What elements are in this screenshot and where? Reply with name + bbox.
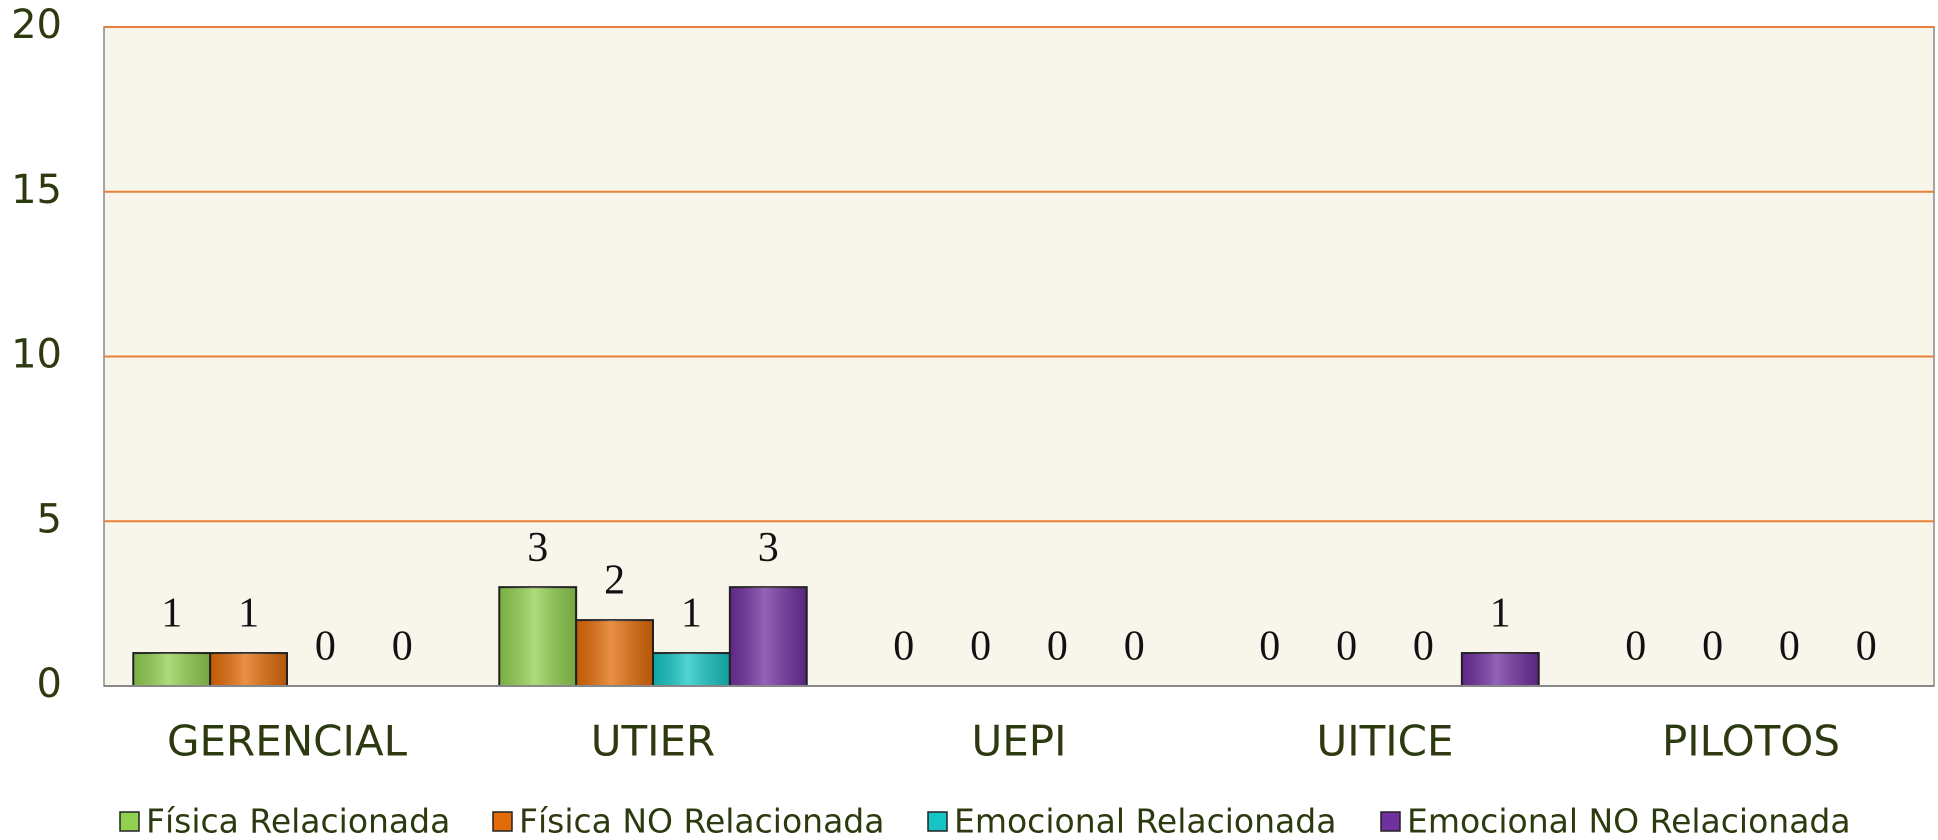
legend-swatch [119,811,140,832]
data-label: 0 [1856,624,1877,670]
data-label: 0 [1413,624,1434,670]
legend-swatch [492,811,513,832]
x-tick-label: GERENCIAL [167,717,408,766]
data-label: 0 [893,624,914,670]
legend-label: Física Relacionada [146,802,450,840]
y-tick-label: 5 [37,496,62,542]
legend-label: Emocional Relacionada [954,802,1336,840]
data-label: 1 [1490,591,1511,637]
legend-swatch [927,811,948,832]
data-label: 3 [527,525,548,571]
legend-label: Física NO Relacionada [519,802,884,840]
data-label: 0 [1779,624,1800,670]
data-label: 0 [1625,624,1646,670]
y-tick-label: 20 [11,2,62,48]
data-label: 2 [604,558,625,604]
bar-shine [499,587,577,686]
data-label: 0 [1047,624,1068,670]
data-label: 0 [392,624,413,670]
y-tick-label: 15 [11,167,62,213]
data-label: 1 [681,591,702,637]
data-label: 3 [758,525,779,571]
y-tick-label: 0 [37,661,62,707]
x-tick-label: UITICE [1316,717,1453,766]
bar-shine [576,620,653,686]
bar-shine [729,587,807,686]
x-tick-label: PILOTOS [1662,717,1840,766]
bar-shine [1461,653,1539,686]
data-label: 0 [970,624,991,670]
data-label: 0 [1124,624,1145,670]
data-label: 1 [238,591,259,637]
y-tick-label: 10 [11,332,62,378]
legend-swatch [1380,811,1401,832]
data-label: 0 [1702,624,1723,670]
bar-shine [653,653,730,686]
legend-label: Emocional NO Relacionada [1407,802,1851,840]
x-tick-label: UTIER [591,717,716,766]
data-label: 0 [1259,624,1280,670]
bar-shine [210,653,287,686]
x-tick-label: UEPI [972,717,1067,766]
data-label: 1 [161,591,182,637]
data-label: 0 [315,624,336,670]
data-label: 0 [1336,624,1357,670]
bar-shine [133,653,211,686]
